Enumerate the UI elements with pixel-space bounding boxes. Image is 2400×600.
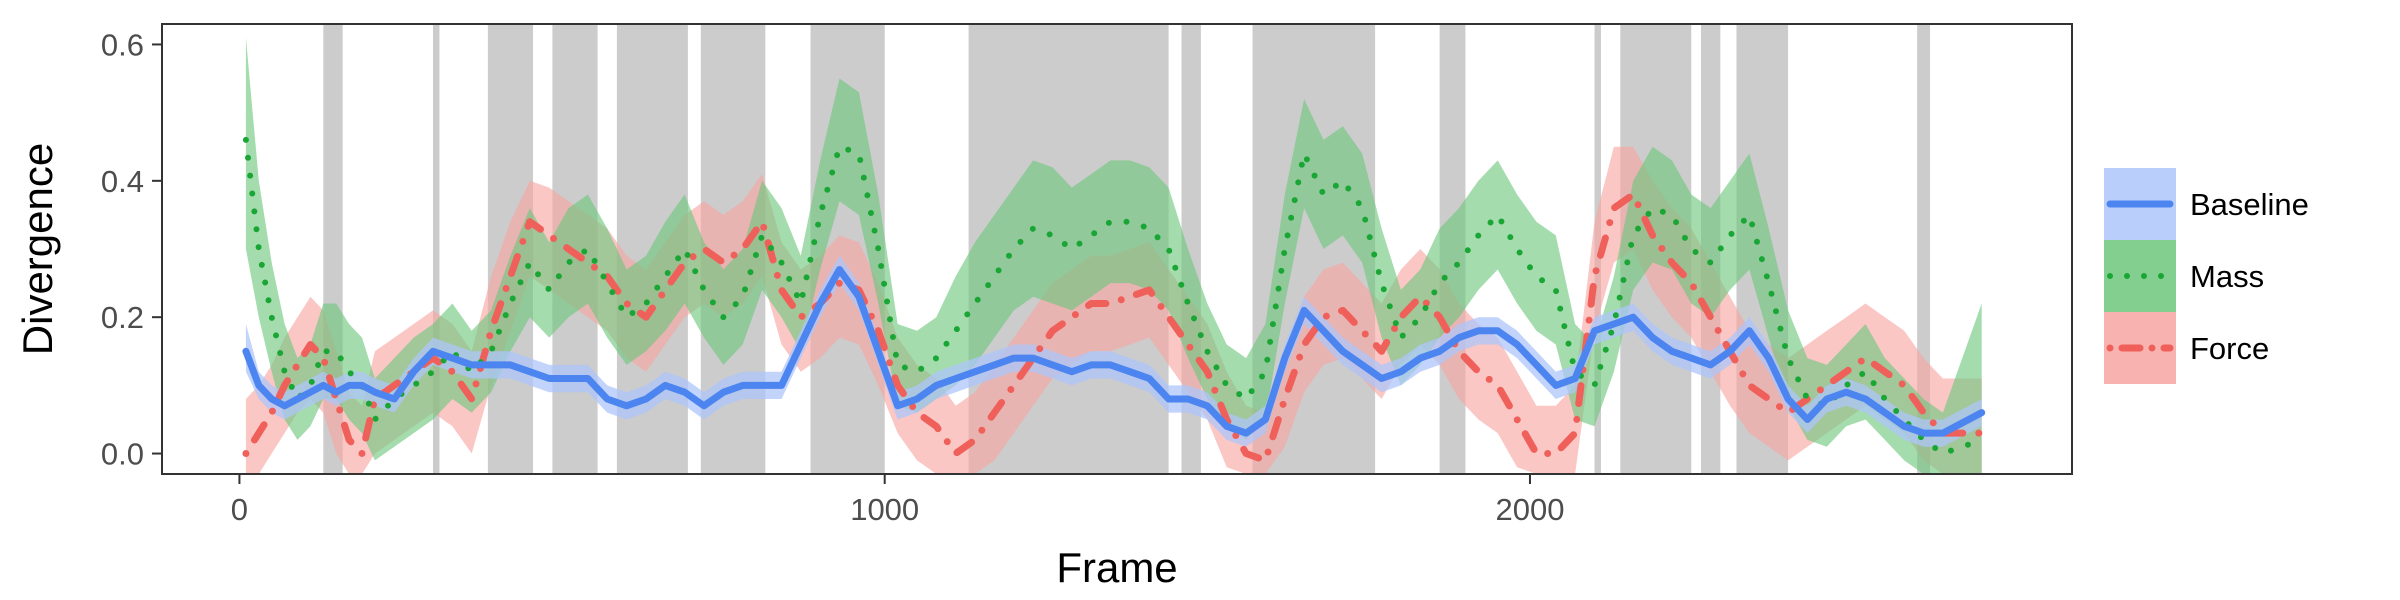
legend-label-baseline: Baseline	[2190, 187, 2309, 222]
line-mass	[242, 136, 1985, 457]
shaded-interval-1	[433, 24, 440, 474]
legend-item-mass: Mass	[2104, 240, 2264, 312]
axes: 0 1000 2000 0.0 0.2 0.4 0.6	[101, 27, 1565, 527]
band-mass	[245, 37, 1982, 474]
y-tick-label: 0.0	[101, 437, 144, 472]
line-baseline	[242, 266, 1986, 437]
band-baseline	[245, 255, 1982, 447]
legend: Baseline Mass Force	[2104, 168, 2309, 384]
x-axis-title: Frame	[1056, 544, 1177, 591]
y-axis-title: Divergence	[14, 143, 61, 355]
y-tick-label: 0.4	[101, 164, 144, 199]
y-tick-label: 0.2	[101, 300, 144, 335]
legend-label-force: Force	[2190, 331, 2269, 366]
legend-item-baseline: Baseline	[2104, 168, 2309, 240]
series-lines	[242, 136, 1986, 464]
plot-panel-border	[161, 23, 2073, 475]
legend-swatch-mass	[2104, 240, 2176, 312]
x-tick-label: 0	[231, 492, 248, 527]
legend-item-force: Force	[2104, 312, 2269, 384]
y-tick-label: 0.6	[101, 27, 144, 62]
confidence-bands	[245, 37, 1982, 474]
legend-label-mass: Mass	[2190, 259, 2264, 294]
x-tick-label: 2000	[1495, 492, 1564, 527]
x-tick-label: 1000	[850, 492, 919, 527]
